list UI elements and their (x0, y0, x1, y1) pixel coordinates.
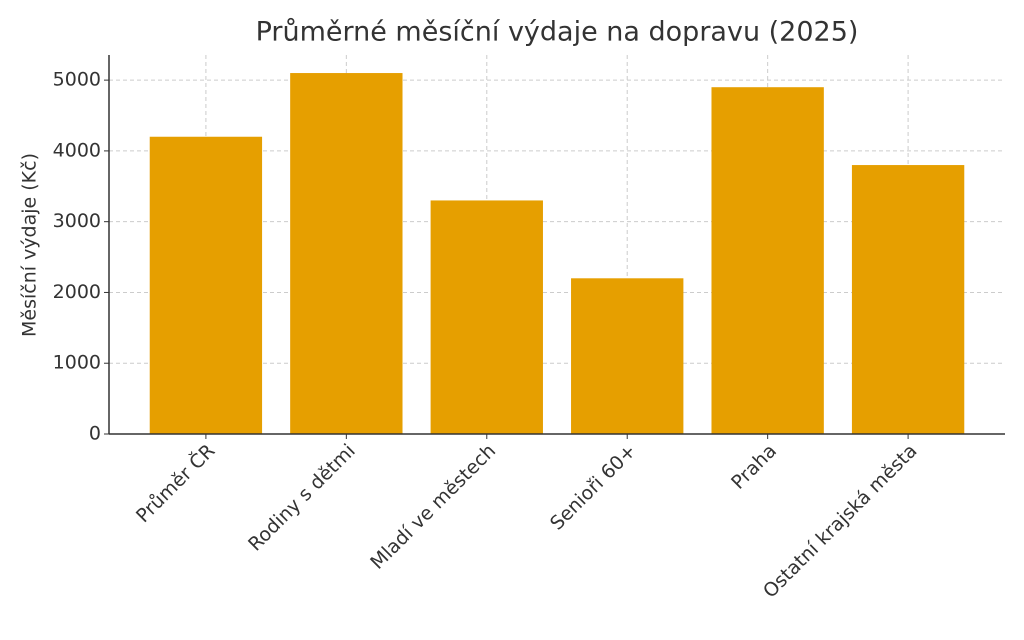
x-tick-label: Senioři 60+ (546, 440, 641, 535)
y-tick-label: 1000 (53, 352, 101, 374)
bar (149, 136, 263, 434)
x-tick-label: Mladí ve městech (366, 440, 500, 574)
bar (430, 200, 543, 434)
y-axis-label: Měsíční výdaje (Kč) (19, 153, 41, 337)
chart-title: Průměrné měsíční výdaje na dopravu (2025… (256, 17, 859, 48)
bar (711, 87, 824, 435)
x-tick-label: Ostatní krajská města (759, 440, 922, 603)
y-tick-label: 2000 (53, 281, 101, 303)
x-tick-label: Rodiny s dětmi (244, 440, 360, 556)
bar (571, 278, 684, 434)
y-tick-label: 3000 (53, 210, 101, 232)
bar (290, 73, 403, 435)
bar (851, 165, 965, 434)
x-tick-label: Průměr ČR (131, 438, 220, 527)
x-tick-label: Praha (727, 440, 781, 494)
y-tick-label: 0 (89, 423, 101, 445)
y-tick-label: 4000 (53, 139, 101, 161)
y-tick-label: 5000 (53, 69, 101, 91)
